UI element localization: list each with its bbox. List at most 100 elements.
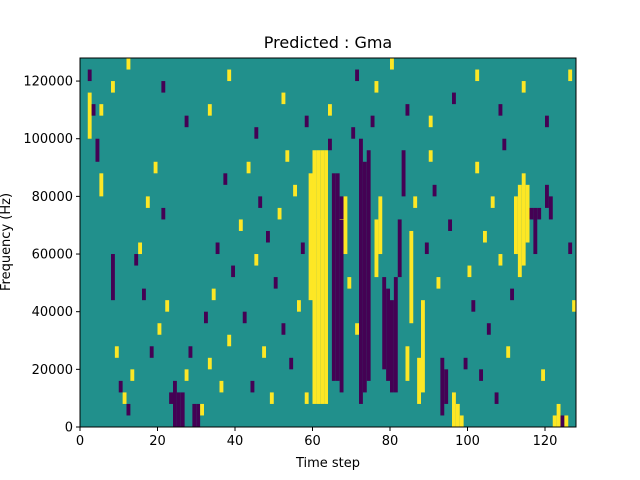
heatmap-cell xyxy=(436,277,441,289)
heatmap-cell xyxy=(328,138,332,151)
heatmap-cell xyxy=(204,311,208,324)
heatmap-cell xyxy=(568,69,573,82)
heatmap-cell xyxy=(289,357,294,370)
x-axis: 0 20 40 60 80 100 120 xyxy=(76,427,557,449)
heatmap-cell xyxy=(188,346,193,358)
heatmap-cell xyxy=(386,288,391,381)
heatmap-cell xyxy=(219,380,224,393)
heatmap-cell xyxy=(335,173,340,381)
heatmap-cell xyxy=(118,380,123,393)
y-axis: 0 20000 40000 60000 80000 100000 120000 xyxy=(23,75,80,436)
heatmap-cell xyxy=(475,69,480,82)
heatmap-cell xyxy=(517,184,522,278)
heatmap-cell xyxy=(130,369,135,381)
heatmap-cell xyxy=(316,219,321,220)
heatmap-cell xyxy=(312,219,317,220)
heatmap-cell xyxy=(432,184,437,197)
heatmap-cell xyxy=(324,219,329,220)
heatmap-cell xyxy=(223,173,228,185)
heatmap-cell xyxy=(142,288,146,301)
heatmap-cell xyxy=(444,369,449,404)
heatmap-cell xyxy=(250,380,255,393)
heatmap-cell xyxy=(262,346,267,358)
heatmap-cell xyxy=(176,392,181,427)
heatmap-cell xyxy=(300,242,305,255)
heatmap-cell xyxy=(382,277,387,370)
heatmap-cell xyxy=(339,219,344,220)
heatmap-cell xyxy=(281,323,286,335)
heatmap-cell xyxy=(362,161,367,393)
heatmap-cell xyxy=(533,207,538,255)
heatmap-cell xyxy=(521,81,526,93)
heatmap-cell xyxy=(506,346,511,358)
heatmap-cell xyxy=(316,150,321,404)
heatmap-cell xyxy=(440,357,445,416)
heatmap-cell xyxy=(452,92,456,105)
heatmap-cell xyxy=(351,127,356,139)
heatmap-cell xyxy=(269,392,274,404)
heatmap-cell xyxy=(514,196,518,255)
heatmap-cell xyxy=(393,277,398,393)
heatmap-cell xyxy=(207,104,212,116)
y-tick-label: 80000 xyxy=(32,190,73,205)
heatmap-cell xyxy=(564,415,569,427)
heatmap-cell xyxy=(455,403,460,427)
y-tick-label: 60000 xyxy=(32,248,73,263)
heatmap-cell xyxy=(529,207,534,220)
heatmap-cell xyxy=(421,300,425,393)
heatmap-cell xyxy=(479,369,484,381)
heatmap-cell xyxy=(114,346,119,358)
heatmap-cell xyxy=(184,369,189,381)
heatmap-cell xyxy=(428,115,433,128)
heatmap-cell xyxy=(568,242,573,255)
heatmap-cell xyxy=(246,161,251,174)
heatmap-cell xyxy=(390,300,394,393)
heatmap-cell xyxy=(211,288,216,301)
heatmap-cell xyxy=(273,277,278,289)
heatmap-cell xyxy=(258,196,263,208)
heatmap-cell xyxy=(196,403,201,427)
heatmap-cell xyxy=(545,115,549,128)
heatmap-cell xyxy=(459,415,464,427)
heatmap-cell xyxy=(99,104,104,116)
heatmap-cell xyxy=(366,150,371,381)
heatmap-cell xyxy=(560,415,565,427)
heatmap-cell xyxy=(572,300,577,312)
heatmap-cell xyxy=(378,196,383,255)
heatmap-cell xyxy=(428,150,433,162)
heatmap-cell xyxy=(192,403,197,427)
heatmap-cell xyxy=(134,254,139,266)
plot-frame xyxy=(79,57,577,428)
y-tick-label: 100000 xyxy=(23,132,73,147)
heatmap-cell xyxy=(347,277,352,289)
heatmap-cell xyxy=(413,196,418,208)
heatmap-cell xyxy=(483,230,487,243)
x-tick-label: 0 xyxy=(76,434,84,449)
heatmap-cell xyxy=(145,196,150,208)
heatmap-cell xyxy=(99,173,104,197)
heatmap-cell xyxy=(490,196,495,208)
heatmap-cell xyxy=(401,150,406,197)
heatmap-cell xyxy=(238,219,243,231)
heatmap-cell xyxy=(541,369,546,381)
heatmap-cell xyxy=(111,81,115,93)
heatmap-cell xyxy=(328,104,332,116)
heatmap-cell xyxy=(138,242,143,255)
heatmap-cells xyxy=(87,58,577,428)
y-tick-label: 0 xyxy=(65,421,73,436)
heatmap-cell xyxy=(312,150,317,404)
heatmap-cell xyxy=(548,196,553,220)
x-tick-label: 20 xyxy=(149,434,166,449)
heatmap-cell xyxy=(545,184,549,208)
heatmap-cell xyxy=(537,207,542,220)
chart-title: Predicted : Gma xyxy=(264,33,392,52)
x-tick-label: 60 xyxy=(304,434,321,449)
heatmap-cell xyxy=(308,173,313,301)
heatmap-cell xyxy=(157,323,162,335)
heatmap-cell xyxy=(498,254,503,266)
heatmap-cell xyxy=(525,184,530,243)
heatmap-cell xyxy=(324,150,329,404)
heatmap-cell xyxy=(227,69,232,82)
heatmap-cell xyxy=(184,115,189,128)
heatmap-cell xyxy=(149,346,154,358)
